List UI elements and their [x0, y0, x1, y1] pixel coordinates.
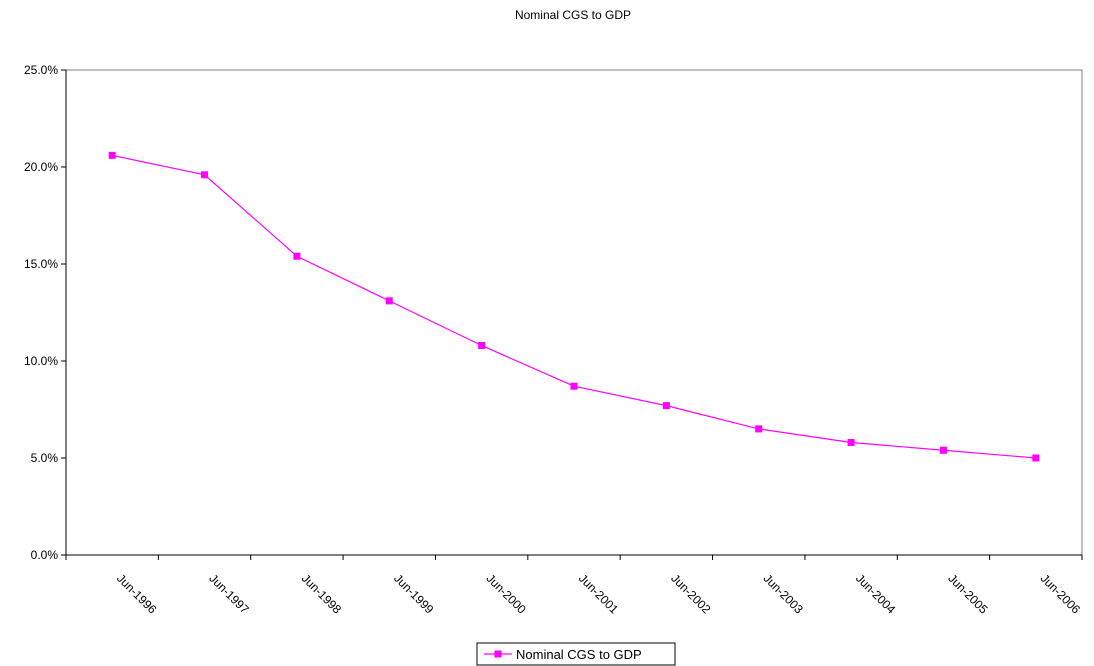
y-tick-label: 15.0%: [24, 257, 58, 271]
legend-marker: [494, 650, 502, 658]
data-point: [939, 446, 947, 454]
legend-box: [476, 642, 676, 666]
data-point: [847, 438, 855, 446]
data-point: [570, 382, 578, 390]
x-tick-label: Jun-2005: [945, 571, 991, 617]
x-tick-label: Jun-2002: [668, 571, 714, 617]
data-point: [1032, 454, 1040, 462]
x-tick-label: Jun-1998: [299, 571, 345, 617]
y-axis: 0.0% 5.0% 10.0% 15.0% 20.0% 25.0%: [24, 63, 67, 562]
x-tick-label: Jun-1997: [206, 571, 252, 617]
x-axis: Jun-1996 Jun-1997 Jun-1998 Jun-1999 Jun-2000…: [65, 554, 1084, 617]
data-point: [108, 151, 116, 159]
plot-area: [65, 69, 1083, 556]
x-tick-label: Jun-1996: [114, 571, 160, 617]
data-point: [755, 425, 763, 433]
y-tick-label: 25.0%: [24, 63, 58, 77]
x-tick-label: Jun-2003: [761, 571, 807, 617]
x-tick-label: Jun-2000: [484, 571, 530, 617]
data-point: [201, 171, 209, 179]
legend-label: Nominal CGS to GDP: [516, 647, 642, 662]
data-point: [478, 341, 486, 349]
y-tick-label: 0.0%: [31, 548, 59, 562]
chart-title: Nominal CGS to GDP: [515, 8, 631, 22]
y-tick-label: 5.0%: [31, 451, 59, 465]
data-point: [662, 402, 670, 410]
x-tick-label: Jun-2004: [853, 571, 899, 617]
series-layer: [108, 151, 1040, 462]
data-point: [385, 297, 393, 305]
y-tick-label: 10.0%: [24, 354, 58, 368]
legend: Nominal CGS to GDP: [476, 642, 676, 666]
y-tick-label: 20.0%: [24, 160, 58, 174]
x-tick-label: Jun-2006: [1038, 571, 1084, 617]
x-tick-label: Jun-2001: [576, 571, 622, 617]
data-point: [293, 252, 301, 260]
x-tick-label: Jun-1999: [391, 571, 437, 617]
